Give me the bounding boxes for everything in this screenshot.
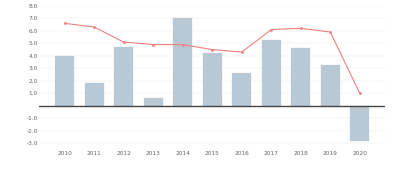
Bar xyxy=(262,40,281,106)
Bar xyxy=(291,48,310,106)
Bar xyxy=(84,83,104,106)
Bar xyxy=(321,65,340,106)
Bar xyxy=(232,73,252,106)
Bar xyxy=(173,18,192,106)
Bar xyxy=(55,56,74,106)
Bar xyxy=(143,98,163,106)
Bar xyxy=(203,53,222,106)
Bar xyxy=(114,47,133,106)
Bar xyxy=(350,106,369,141)
